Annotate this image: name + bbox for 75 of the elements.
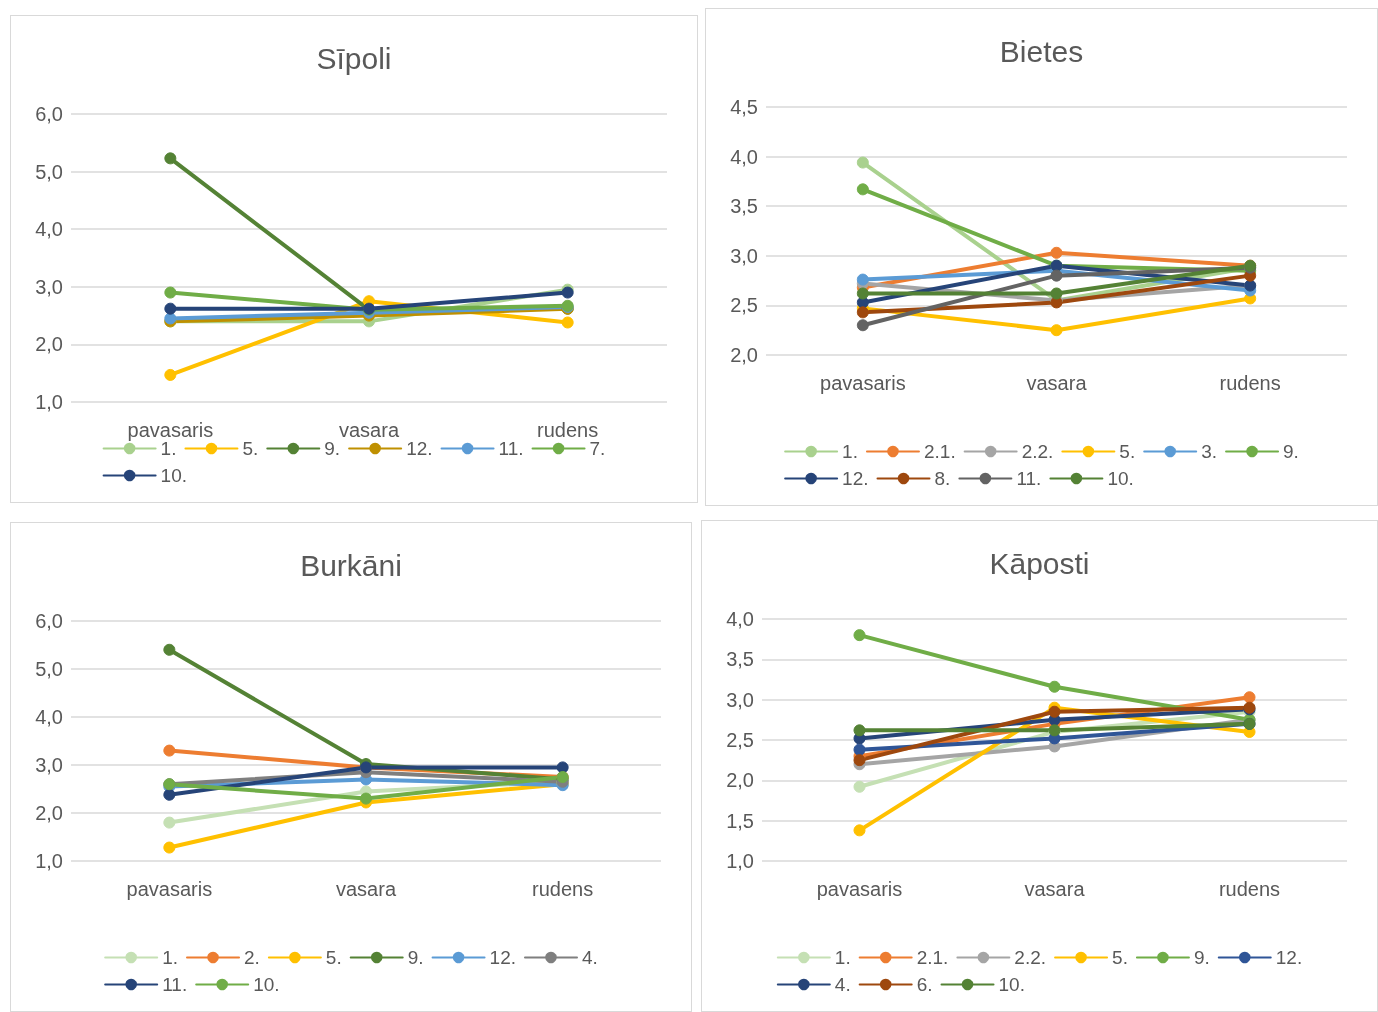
y-tick-label: 1,5 [726,809,754,832]
x-tick-label: vasara [1024,878,1086,900]
chart-title: Sīpoli [316,41,392,75]
x-tick-label: rudens [1218,878,1281,900]
legend-label: 4. [581,947,598,968]
x-tick-label: vasara [338,419,400,441]
legend-label: 9. [1283,441,1299,462]
y-tick-label: 4,0 [35,706,63,728]
y-tick-label: 2,0 [730,344,758,366]
y-tick-label: 3,5 [730,195,758,218]
legend-label: 10. [253,974,280,995]
y-tick-label: 2,0 [35,802,63,824]
legend-label: 12. [842,468,869,489]
legend-label: 2.1. [923,441,956,462]
y-tick-label: 1,0 [35,391,63,413]
y-tick-label: 2,0 [35,333,63,356]
chart-title: Kāposti [989,546,1090,580]
x-tick-label: pavasaris [820,372,906,394]
legend-label: 7. [589,438,606,459]
x-tick-label: pavasaris [816,878,903,900]
y-tick-label: 2,5 [730,294,758,317]
y-tick-label: 2,0 [726,769,754,792]
legend-label: 10. [160,465,188,486]
y-tick-label: 4,0 [730,145,758,168]
x-tick-label: rudens [1219,372,1281,394]
legend-label: 11. [162,974,188,995]
legend-label: 12. [406,438,433,459]
y-tick-label: 3,0 [730,244,758,267]
y-tick-label: 4,0 [35,218,63,241]
y-tick-label: 2,5 [726,729,754,751]
legend-label: 2.1. [916,947,949,968]
legend-label: 1. [162,947,179,968]
y-tick-label: 4,0 [726,608,754,630]
y-tick-label: 5,0 [35,160,63,183]
legend-label: 5. [325,947,342,968]
legend-label: 2.2. [1014,947,1047,968]
legend-label: 5. [242,438,259,459]
y-tick-label: 3,5 [726,648,754,671]
y-tick-label: 3,0 [726,688,754,711]
legend-label: 8. [934,468,951,489]
x-tick-label: pavasaris [126,878,213,900]
y-tick-label: 6,0 [35,610,63,632]
x-tick-label: rudens [537,419,599,441]
legend-label: 6. [916,974,933,995]
legend-label: 1. [834,947,851,968]
y-tick-label: 1,0 [726,850,754,872]
y-tick-label: 4,5 [730,96,758,118]
legend-label: 5. [1119,441,1136,462]
x-tick-label: rudens [532,878,594,900]
legend-label: 12. [1275,947,1303,968]
legend-label: 3. [1201,441,1218,462]
x-tick-label: pavasaris [127,419,214,441]
chart-title: Bietes [999,34,1084,68]
x-tick-label: vasara [335,878,397,900]
y-tick-label: 6,0 [35,103,63,125]
legend-label: 12. [489,947,516,968]
legend-label: 2. [244,947,260,968]
chart-title: Burkāni [300,548,402,582]
legend-label: 2.2. [1021,441,1054,462]
y-tick-label: 5,0 [35,658,63,680]
x-tick-label: vasara [1026,372,1088,394]
legend-label: 9. [1193,947,1210,968]
legend-label: 11. [498,438,524,459]
y-tick-label: 3,0 [35,275,63,298]
legend-label: 4. [834,974,851,995]
legend-label: 9. [407,947,424,968]
y-tick-label: 1,0 [35,850,63,872]
legend-label: 10. [1107,468,1134,489]
legend-label: 5. [1112,947,1128,968]
legend-label: 9. [324,438,341,459]
y-tick-label: 3,0 [35,754,63,776]
legend-label: 11. [1016,468,1042,489]
legend-label: 1. [160,438,177,459]
legend-label: 1. [842,441,858,462]
legend-label: 10. [998,974,1025,995]
